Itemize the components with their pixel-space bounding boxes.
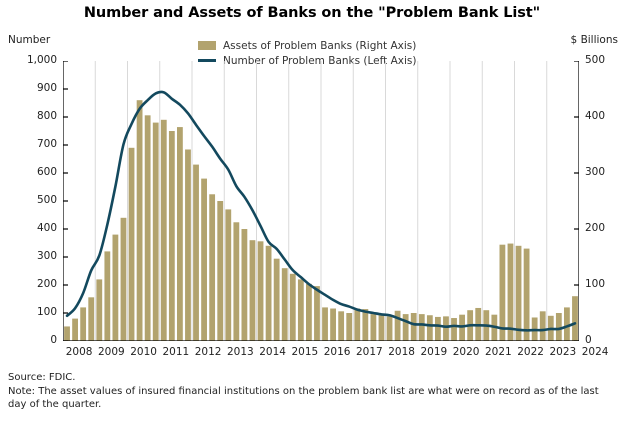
x-axis-tick-label: 2015 (291, 346, 319, 358)
line-swatch-icon (198, 59, 216, 62)
y2-axis-tick-label: 0 (585, 334, 592, 346)
x-axis-tick-label: 2010 (130, 346, 157, 358)
legend-label-bars: Assets of Problem Banks (Right Axis) (223, 39, 417, 52)
y-axis-tick-label: 100 (36, 306, 57, 318)
y-axis-tick-label: 800 (36, 110, 57, 122)
x-axis-tick-label: 2019 (420, 346, 448, 358)
x-axis-tick-label: 2013 (227, 346, 254, 358)
y-axis-tick-label: 200 (36, 278, 57, 290)
x-axis-tick-label: 2014 (259, 346, 286, 358)
x-axis-tick-label: 2012 (194, 346, 222, 358)
x-axis-tick-label: 2008 (65, 346, 93, 358)
y2-axis-tick-label: 300 (585, 166, 606, 178)
legend-item-bars: Assets of Problem Banks (Right Axis) (198, 38, 417, 53)
x-axis-tick-label: 2022 (517, 346, 544, 358)
x-axis-tick-label: 2020 (452, 346, 480, 358)
y-axis-tick-label: 1,000 (26, 54, 57, 66)
y2-axis-tick-label: 400 (585, 110, 606, 122)
y-axis-tick-label: 300 (36, 250, 57, 262)
y-axis-tick-label: 700 (36, 138, 57, 150)
x-axis-tick-label: 2024 (581, 346, 609, 358)
x-axis-tick-label: 2016 (323, 346, 351, 358)
y2-axis-tick-label: 200 (585, 222, 606, 234)
page-title: Number and Assets of Banks on the "Probl… (83, 5, 541, 21)
legend-label-line: Number of Problem Banks (Left Axis) (223, 54, 417, 67)
y-axis-tick-label: 500 (36, 194, 57, 206)
right-axis-title: $ Billions (570, 34, 618, 46)
legend: Assets of Problem Banks (Right Axis) Num… (198, 38, 417, 68)
legend-item-line: Number of Problem Banks (Left Axis) (198, 53, 417, 68)
y2-axis-tick-label: 100 (585, 278, 606, 290)
left-axis-title: Number (8, 34, 51, 46)
plot-area (63, 61, 579, 341)
y-axis-tick-label: 900 (36, 82, 57, 94)
y2-axis-tick-label: 500 (585, 54, 606, 66)
x-axis-tick-label: 2018 (388, 346, 415, 358)
x-axis-tick-label: 2017 (356, 346, 383, 358)
bar-swatch-icon (198, 41, 216, 50)
source-note: Source: FDIC. (8, 372, 76, 383)
methodology-note: Note: The asset values of insured financ… (8, 386, 599, 410)
y-axis-tick-label: 400 (36, 222, 57, 234)
chart-svg (63, 61, 579, 341)
y-axis-tick-label: 600 (36, 166, 57, 178)
x-axis-tick-label: 2011 (162, 346, 190, 358)
y-axis-tick-label: 0 (50, 334, 57, 346)
x-axis-tick-label: 2023 (549, 346, 577, 358)
x-axis-tick-label: 2009 (98, 346, 125, 358)
x-axis-tick-label: 2021 (485, 346, 512, 358)
